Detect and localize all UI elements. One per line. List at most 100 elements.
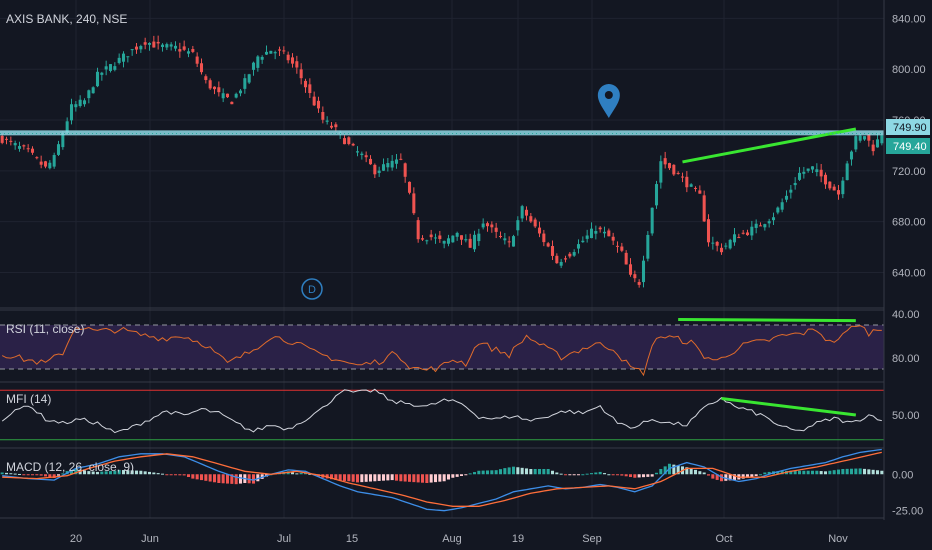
candle-body — [849, 151, 854, 160]
candle-body — [368, 158, 373, 165]
macd-histogram-bar — [256, 474, 260, 482]
candle-body — [693, 187, 698, 189]
last-price-label: 749.40 — [893, 141, 927, 153]
dividend-event-icon[interactable] — [301, 278, 323, 300]
macd-histogram-bar — [537, 469, 542, 475]
candle-body — [706, 219, 711, 243]
macd-histogram-bar — [732, 474, 737, 480]
candle-body — [91, 87, 95, 94]
candle-body — [329, 125, 334, 128]
macd-histogram-bar — [13, 473, 17, 475]
macd-histogram-bar — [360, 474, 364, 483]
candle-body — [381, 164, 386, 171]
candle-body — [117, 57, 121, 63]
candle-body — [100, 72, 104, 75]
candle-body — [165, 44, 169, 48]
macd-histogram-bar — [841, 469, 845, 475]
candle-body — [95, 71, 100, 87]
macd-histogram-bar — [299, 472, 303, 475]
candle-body — [685, 176, 689, 188]
macd-histogram-bar — [745, 474, 750, 478]
rsi-tick-label: 40.00 — [892, 309, 920, 321]
macd-histogram-bar — [22, 474, 26, 476]
macd-histogram-bar — [139, 470, 143, 475]
rsi-title: RSI (11, close) — [6, 322, 84, 336]
candle-body — [407, 181, 412, 193]
macd-histogram-bar — [559, 473, 563, 475]
resistance-price-label: 749.90 — [893, 122, 927, 134]
macd-histogram-bar — [472, 472, 477, 475]
macd-histogram-bar — [69, 470, 74, 475]
macd-histogram-bar — [48, 474, 52, 478]
candle-body — [269, 50, 273, 54]
candle-body — [880, 135, 884, 144]
macd-histogram-bar — [221, 474, 225, 484]
macd-histogram-bar — [117, 469, 121, 475]
candle-body — [472, 234, 477, 250]
location-marker-icon[interactable] — [597, 84, 620, 118]
macd-histogram-bar — [871, 469, 875, 475]
candle-body — [516, 220, 520, 231]
price-tick-label: 840.00 — [892, 13, 926, 25]
macd-histogram-bar — [373, 474, 377, 482]
macd-histogram-bar — [797, 470, 802, 475]
candle-body — [74, 104, 78, 108]
macd-histogram-bar — [386, 474, 390, 481]
grid-lines — [0, 0, 884, 518]
candle-body — [585, 235, 589, 239]
price-trendline — [682, 127, 857, 164]
candle-body — [563, 258, 568, 260]
macd-histogram-bar — [620, 474, 624, 476]
candle-body — [186, 51, 191, 54]
macd-histogram-bar — [524, 468, 529, 475]
macd-histogram-bar — [728, 474, 732, 481]
macd-histogram-bar — [490, 470, 494, 475]
candle-body — [784, 195, 789, 200]
macd-histogram-bar — [390, 474, 394, 481]
candle-body — [494, 227, 498, 232]
candle-body — [87, 90, 91, 99]
time-tick-label: Jul — [277, 533, 291, 545]
candle-body — [672, 164, 676, 175]
macd-histogram-bar — [182, 474, 186, 476]
macd-histogram-bar — [546, 469, 550, 475]
macd-histogram-bar — [849, 468, 854, 475]
time-tick-label: 20 — [70, 533, 82, 545]
macd-histogram-bar — [858, 468, 862, 475]
candle-body — [767, 221, 771, 224]
candle-body — [48, 162, 52, 169]
macd-histogram-bar — [108, 471, 113, 475]
macd-histogram-bar — [416, 474, 420, 483]
macd-histogram-bar — [767, 471, 771, 475]
indicator-backgrounds — [0, 324, 884, 441]
candle-body — [225, 93, 230, 98]
macd-histogram-bar — [377, 474, 381, 481]
candle-body — [520, 206, 524, 219]
macd-histogram-bar — [399, 474, 403, 482]
macd-title: MACD (12, 26, close, 9) — [6, 460, 134, 474]
macd-histogram-bar — [563, 474, 568, 476]
macd-histogram-bar — [35, 474, 39, 476]
macd-histogram-bar — [39, 474, 43, 476]
macd-histogram-bar — [43, 474, 48, 477]
price-pane — [0, 35, 884, 288]
candle-body — [139, 46, 143, 50]
macd-histogram-bar — [602, 473, 607, 475]
candle-body — [802, 171, 806, 174]
candle-body — [30, 148, 35, 153]
macd-histogram-bar — [234, 474, 238, 485]
candle-body — [654, 184, 659, 206]
macd-histogram-bar — [0, 472, 4, 475]
candle-body — [741, 232, 745, 234]
macd-histogram-bar — [585, 473, 589, 475]
candle-body — [875, 139, 880, 148]
candle-body — [282, 50, 286, 52]
candle-body — [264, 51, 269, 55]
candle-body — [334, 124, 338, 128]
candle-body — [862, 136, 867, 140]
candle-body — [13, 143, 17, 146]
candle-body — [481, 223, 485, 228]
candle-body — [17, 146, 22, 149]
macd-histogram-bar — [793, 470, 797, 475]
